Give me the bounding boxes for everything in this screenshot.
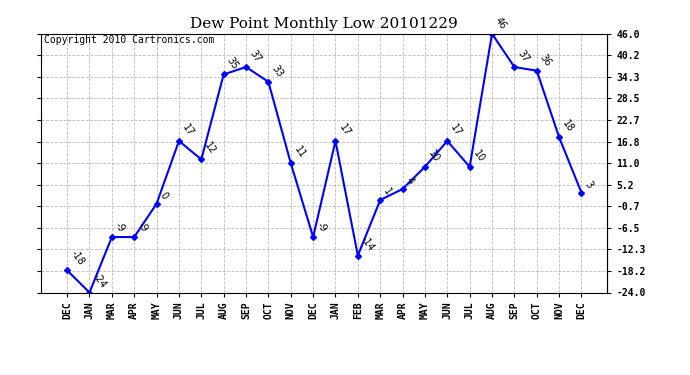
Text: 37: 37	[516, 48, 531, 64]
Text: -24: -24	[91, 271, 108, 290]
Title: Dew Point Monthly Low 20101229: Dew Point Monthly Low 20101229	[190, 17, 458, 31]
Text: 33: 33	[270, 63, 285, 79]
Text: 0: 0	[158, 190, 170, 201]
Text: 37: 37	[248, 48, 263, 64]
Text: 36: 36	[538, 52, 553, 68]
Text: -9: -9	[315, 220, 328, 234]
Text: 10: 10	[471, 148, 486, 164]
Text: 18: 18	[560, 119, 575, 135]
Text: 17: 17	[337, 122, 352, 138]
Text: -14: -14	[359, 234, 377, 253]
Text: -9: -9	[113, 220, 127, 234]
Text: 3: 3	[583, 179, 595, 190]
Text: Copyright 2010 Cartronics.com: Copyright 2010 Cartronics.com	[44, 35, 215, 45]
Text: 10: 10	[426, 148, 442, 164]
Text: 12: 12	[203, 141, 218, 157]
Text: -18: -18	[68, 249, 86, 267]
Text: 35: 35	[225, 56, 240, 72]
Text: -9: -9	[136, 220, 149, 234]
Text: 4: 4	[404, 176, 415, 186]
Text: 46: 46	[493, 15, 509, 31]
Text: 17: 17	[448, 122, 464, 138]
Text: 11: 11	[292, 145, 307, 160]
Text: 1: 1	[382, 186, 393, 197]
Text: 17: 17	[180, 122, 195, 138]
